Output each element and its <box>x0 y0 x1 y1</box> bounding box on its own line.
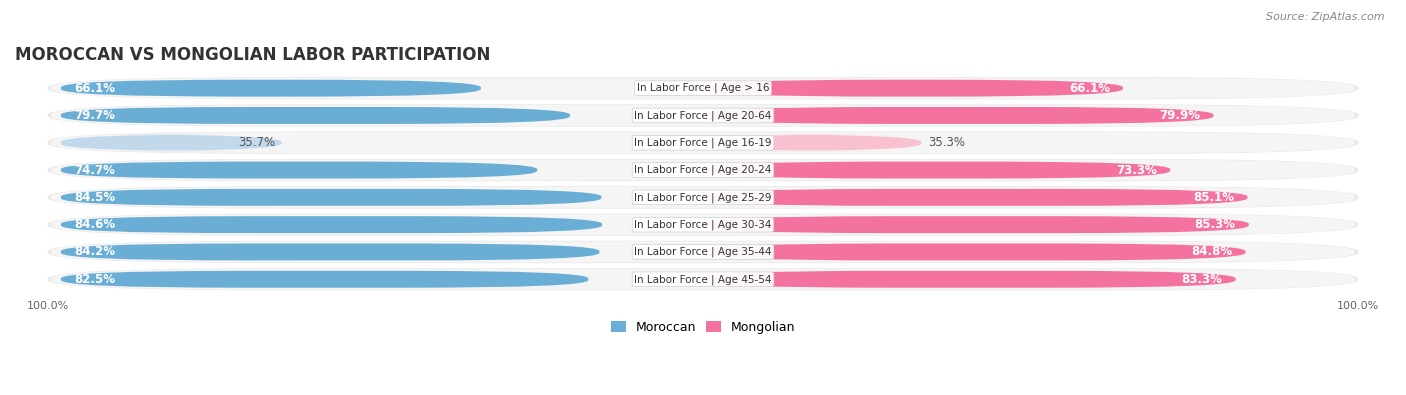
FancyBboxPatch shape <box>60 243 599 260</box>
Text: MOROCCAN VS MONGOLIAN LABOR PARTICIPATION: MOROCCAN VS MONGOLIAN LABOR PARTICIPATIO… <box>15 45 491 64</box>
FancyBboxPatch shape <box>48 132 1358 154</box>
Text: 85.3%: 85.3% <box>1195 218 1236 231</box>
FancyBboxPatch shape <box>51 132 1355 153</box>
Text: 85.1%: 85.1% <box>1194 191 1234 204</box>
Text: In Labor Force | Age 45-54: In Labor Force | Age 45-54 <box>634 274 772 284</box>
FancyBboxPatch shape <box>703 243 1246 260</box>
Text: 35.7%: 35.7% <box>238 136 276 149</box>
FancyBboxPatch shape <box>51 187 1355 208</box>
Text: 84.6%: 84.6% <box>75 218 115 231</box>
Text: 83.3%: 83.3% <box>1181 273 1223 286</box>
Text: 82.5%: 82.5% <box>75 273 115 286</box>
FancyBboxPatch shape <box>51 160 1355 181</box>
FancyBboxPatch shape <box>703 134 921 151</box>
FancyBboxPatch shape <box>703 162 1170 179</box>
Text: 66.1%: 66.1% <box>1069 82 1109 95</box>
Text: In Labor Force | Age 20-24: In Labor Force | Age 20-24 <box>634 165 772 175</box>
Text: 73.3%: 73.3% <box>1116 164 1157 177</box>
FancyBboxPatch shape <box>703 216 1249 233</box>
FancyBboxPatch shape <box>51 241 1355 262</box>
Text: In Labor Force | Age 20-64: In Labor Force | Age 20-64 <box>634 110 772 121</box>
FancyBboxPatch shape <box>60 162 537 179</box>
Text: Source: ZipAtlas.com: Source: ZipAtlas.com <box>1267 12 1385 22</box>
Text: In Labor Force | Age 30-34: In Labor Force | Age 30-34 <box>634 219 772 230</box>
FancyBboxPatch shape <box>703 271 1236 288</box>
Text: 84.5%: 84.5% <box>75 191 115 204</box>
Text: 84.8%: 84.8% <box>1191 245 1233 258</box>
FancyBboxPatch shape <box>48 104 1358 127</box>
Text: 35.3%: 35.3% <box>928 136 965 149</box>
Text: 66.1%: 66.1% <box>75 82 115 95</box>
FancyBboxPatch shape <box>703 80 1123 97</box>
Text: 84.2%: 84.2% <box>75 245 115 258</box>
FancyBboxPatch shape <box>60 189 602 206</box>
Text: In Labor Force | Age 35-44: In Labor Force | Age 35-44 <box>634 247 772 257</box>
FancyBboxPatch shape <box>48 159 1358 181</box>
Text: 79.9%: 79.9% <box>1160 109 1201 122</box>
Text: 79.7%: 79.7% <box>75 109 115 122</box>
FancyBboxPatch shape <box>48 213 1358 236</box>
Text: In Labor Force | Age 25-29: In Labor Force | Age 25-29 <box>634 192 772 203</box>
FancyBboxPatch shape <box>51 214 1355 235</box>
FancyBboxPatch shape <box>703 189 1247 206</box>
Text: In Labor Force | Age 16-19: In Labor Force | Age 16-19 <box>634 137 772 148</box>
FancyBboxPatch shape <box>60 80 481 97</box>
FancyBboxPatch shape <box>48 268 1358 290</box>
FancyBboxPatch shape <box>60 271 588 288</box>
FancyBboxPatch shape <box>60 107 569 124</box>
FancyBboxPatch shape <box>60 216 602 233</box>
FancyBboxPatch shape <box>51 78 1355 99</box>
FancyBboxPatch shape <box>48 186 1358 209</box>
Text: In Labor Force | Age > 16: In Labor Force | Age > 16 <box>637 83 769 93</box>
FancyBboxPatch shape <box>48 241 1358 263</box>
Text: 74.7%: 74.7% <box>75 164 115 177</box>
FancyBboxPatch shape <box>48 77 1358 100</box>
FancyBboxPatch shape <box>60 134 281 151</box>
FancyBboxPatch shape <box>51 105 1355 126</box>
FancyBboxPatch shape <box>703 107 1213 124</box>
Legend: Moroccan, Mongolian: Moroccan, Mongolian <box>606 316 800 339</box>
FancyBboxPatch shape <box>51 269 1355 290</box>
